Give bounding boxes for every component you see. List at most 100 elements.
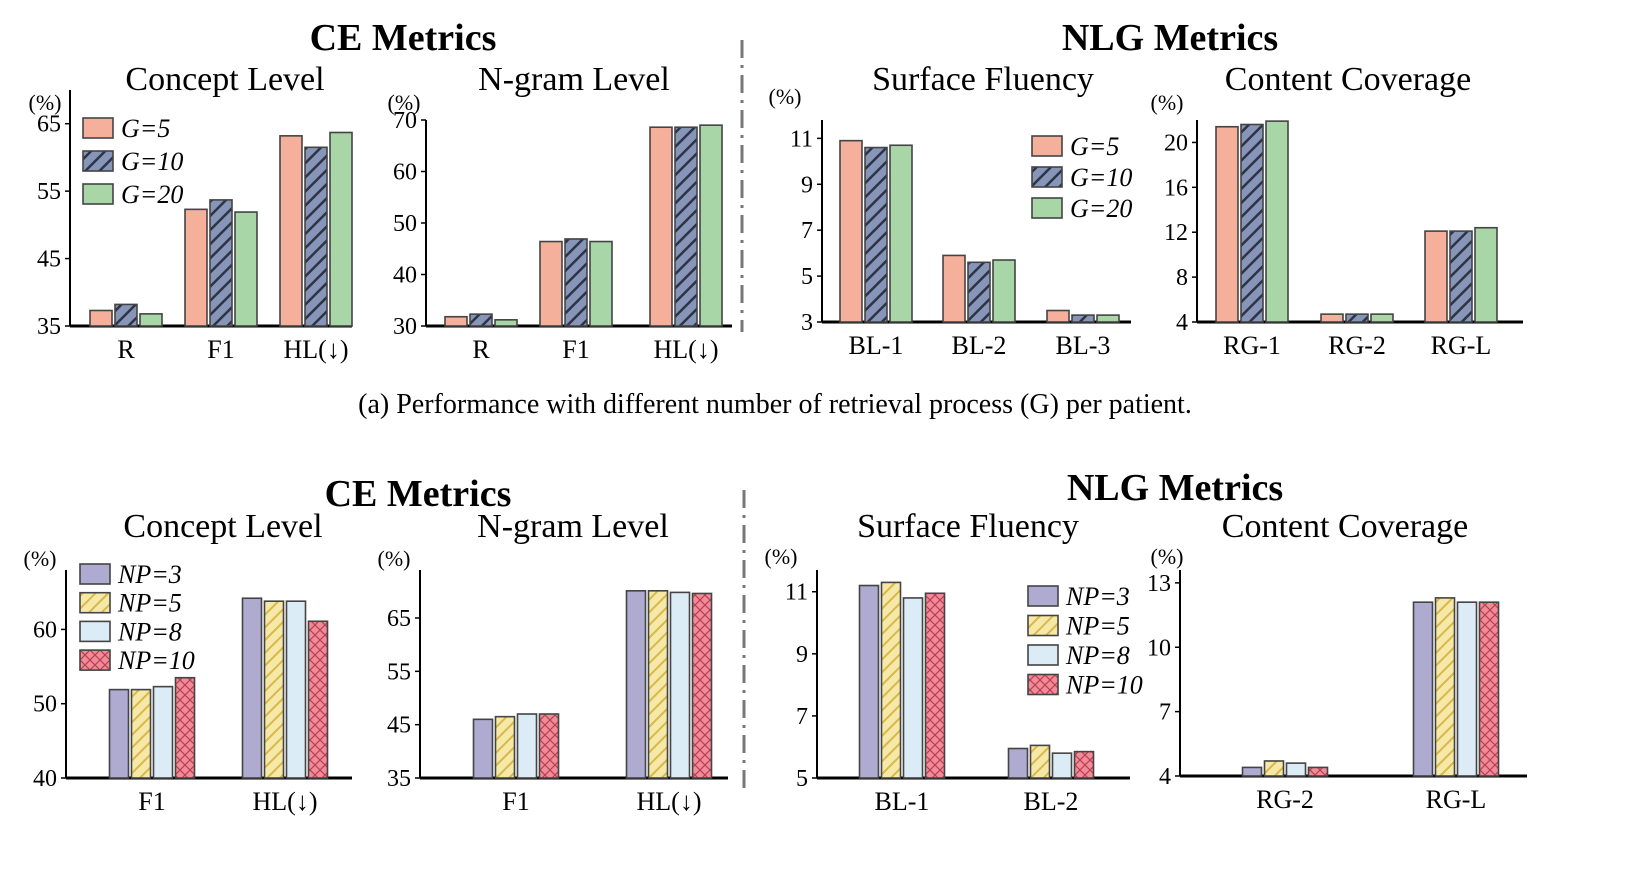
bar bbox=[329, 131, 353, 327]
bar bbox=[1449, 230, 1473, 323]
y-tick-label: 5 bbox=[801, 264, 813, 290]
category-label: F1 bbox=[138, 787, 165, 816]
bar bbox=[304, 146, 328, 327]
bar bbox=[649, 126, 673, 327]
bar bbox=[539, 240, 563, 327]
chart-title: Surface Fluency bbox=[857, 508, 1079, 545]
y-tick-label: 16 bbox=[1164, 175, 1188, 201]
bar bbox=[691, 592, 713, 779]
bar bbox=[241, 597, 263, 779]
legend-swatch bbox=[79, 620, 111, 643]
y-tick-label: 20 bbox=[1164, 130, 1188, 156]
bar bbox=[108, 688, 130, 779]
y-unit-label: (%) bbox=[1151, 90, 1184, 115]
chart-title: Concept Level bbox=[125, 61, 324, 98]
bar bbox=[1320, 313, 1344, 323]
y-tick-label: 3 bbox=[801, 310, 813, 336]
y-unit-label: (%) bbox=[388, 90, 421, 115]
bar bbox=[1307, 766, 1329, 777]
bar bbox=[1029, 744, 1051, 779]
bar bbox=[902, 597, 924, 779]
bar bbox=[858, 584, 880, 779]
bar bbox=[1285, 762, 1307, 777]
legend: G=5 G=10 G=20 bbox=[82, 114, 183, 209]
legend-label: G=20 bbox=[1070, 194, 1132, 223]
bar bbox=[924, 592, 946, 779]
caption-a: (a) Performance with different number of… bbox=[358, 389, 1192, 420]
category-label: F1 bbox=[502, 787, 529, 816]
bar bbox=[469, 313, 493, 327]
y-unit-label: (%) bbox=[24, 546, 57, 571]
y-tick-label: 45 bbox=[387, 713, 411, 739]
bar bbox=[839, 139, 863, 323]
heading-ce-b: CE Metrics bbox=[325, 473, 512, 515]
y-tick-label: 4 bbox=[1176, 310, 1188, 336]
bar bbox=[669, 591, 691, 779]
bar bbox=[674, 126, 698, 327]
bar bbox=[1240, 123, 1264, 323]
y-tick-label: 50 bbox=[33, 692, 57, 718]
y-tick-label: 9 bbox=[796, 642, 808, 668]
bar bbox=[89, 309, 113, 327]
y-tick-label: 4 bbox=[1159, 764, 1171, 790]
bar bbox=[152, 685, 174, 779]
y-tick-label: 45 bbox=[37, 247, 61, 273]
bar bbox=[1007, 747, 1029, 779]
y-tick-label: 30 bbox=[393, 314, 417, 340]
y-unit-label: (%) bbox=[769, 84, 802, 109]
category-label: HL(↓) bbox=[654, 335, 719, 364]
bar bbox=[1474, 226, 1498, 323]
category-label: RG-L bbox=[1431, 331, 1492, 360]
chart-title: Content Coverage bbox=[1225, 61, 1471, 98]
y-tick-label: 60 bbox=[393, 160, 417, 186]
y-tick-label: 11 bbox=[790, 126, 813, 152]
bar bbox=[1241, 766, 1263, 777]
y-tick-label: 65 bbox=[37, 112, 61, 138]
legend-swatch bbox=[79, 591, 111, 614]
y-tick-label: 65 bbox=[387, 606, 411, 632]
chart-title: Concept Level bbox=[123, 508, 322, 545]
legend-label: NP=3 bbox=[117, 560, 182, 589]
bar bbox=[1096, 314, 1120, 323]
chart-title: Content Coverage bbox=[1222, 508, 1468, 545]
bar bbox=[1424, 230, 1448, 323]
bar bbox=[307, 620, 329, 779]
chart-panel-8: Content Coverage (%) 4 7 10 13 RG-2 RG-L bbox=[1147, 508, 1527, 814]
bar bbox=[1073, 750, 1095, 779]
y-tick-label: 55 bbox=[387, 659, 411, 685]
y-tick-label: 35 bbox=[387, 766, 411, 792]
legend-swatch bbox=[79, 563, 111, 585]
bar bbox=[516, 713, 538, 779]
category-label: RG-2 bbox=[1256, 785, 1314, 814]
y-tick-label: 9 bbox=[801, 172, 813, 198]
category-label: R bbox=[472, 335, 490, 364]
legend-label: NP=3 bbox=[1065, 582, 1130, 611]
y-tick-label: 7 bbox=[1159, 700, 1171, 726]
bar bbox=[494, 715, 516, 779]
legend-swatch bbox=[1031, 197, 1063, 219]
bar bbox=[1345, 313, 1369, 323]
y-unit-label: (%) bbox=[1151, 544, 1184, 569]
legend-swatch bbox=[82, 150, 114, 172]
y-tick-label: 8 bbox=[1176, 265, 1188, 291]
category-label: HL(↓) bbox=[637, 787, 702, 816]
y-tick-label: 12 bbox=[1164, 220, 1188, 246]
bar bbox=[279, 135, 303, 327]
category-label: RG-2 bbox=[1328, 331, 1386, 360]
category-label: BL-2 bbox=[1024, 787, 1079, 816]
bar bbox=[1456, 601, 1478, 777]
heading-nlg-b: NLG Metrics bbox=[1067, 467, 1283, 509]
y-tick-label: 11 bbox=[785, 580, 808, 606]
category-label: F1 bbox=[207, 335, 234, 364]
bar bbox=[564, 238, 588, 327]
y-tick-label: 10 bbox=[1147, 635, 1171, 661]
bar bbox=[992, 259, 1016, 323]
bar bbox=[1046, 309, 1070, 323]
legend-label: G=5 bbox=[1070, 132, 1119, 161]
bar bbox=[1478, 601, 1500, 777]
heading-nlg-a: NLG Metrics bbox=[1062, 17, 1278, 59]
